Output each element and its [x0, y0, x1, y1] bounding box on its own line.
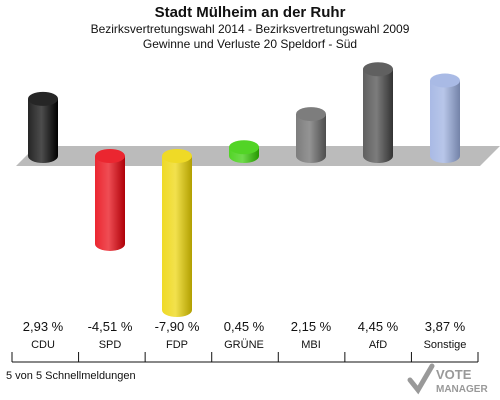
bar-cdu: [28, 91, 58, 163]
bar-spd: [95, 149, 125, 251]
category-label: SPD: [99, 339, 122, 351]
bar-grüne: [229, 140, 259, 163]
value-label: 3,87 %: [425, 319, 466, 334]
bar-mbi: [296, 107, 326, 163]
value-label: 2,93 %: [23, 319, 64, 334]
checkmark-icon: [407, 363, 435, 395]
footer-note: 5 von 5 Schnellmeldungen: [6, 370, 136, 382]
value-label: 2,15 %: [291, 319, 332, 334]
chart-subtitle-1: Bezirksvertretungswahl 2014 - Bezirksver…: [90, 22, 410, 36]
chart-title: Stadt Mülheim an der Ruhr: [154, 4, 346, 21]
logo-text-manager: MANAGER: [436, 384, 488, 395]
chart-subtitle-2: Gewinne und Verluste 20 Speldorf - Süd: [142, 37, 358, 51]
value-label: -7,90 %: [155, 319, 200, 334]
bar-fdp: [162, 149, 192, 318]
category-label: GRÜNE: [224, 339, 264, 351]
value-label: -4,51 %: [88, 319, 133, 334]
category-label: CDU: [31, 339, 55, 351]
logo-text-vote: VOTE: [436, 367, 472, 382]
chart-titles: Stadt Mülheim an der Ruhr Bezirksvertret…: [0, 4, 500, 52]
votemanager-logo: VOTE MANAGER: [407, 363, 488, 395]
category-label: FDP: [166, 339, 188, 351]
category-label: AfD: [369, 339, 387, 351]
category-label: MBI: [301, 339, 321, 351]
value-label: 4,45 %: [358, 319, 399, 334]
bar-sonstige: [430, 73, 460, 163]
category-label: Sonstige: [424, 339, 467, 351]
bar-afd: [363, 62, 393, 163]
value-label: 0,45 %: [224, 319, 265, 334]
